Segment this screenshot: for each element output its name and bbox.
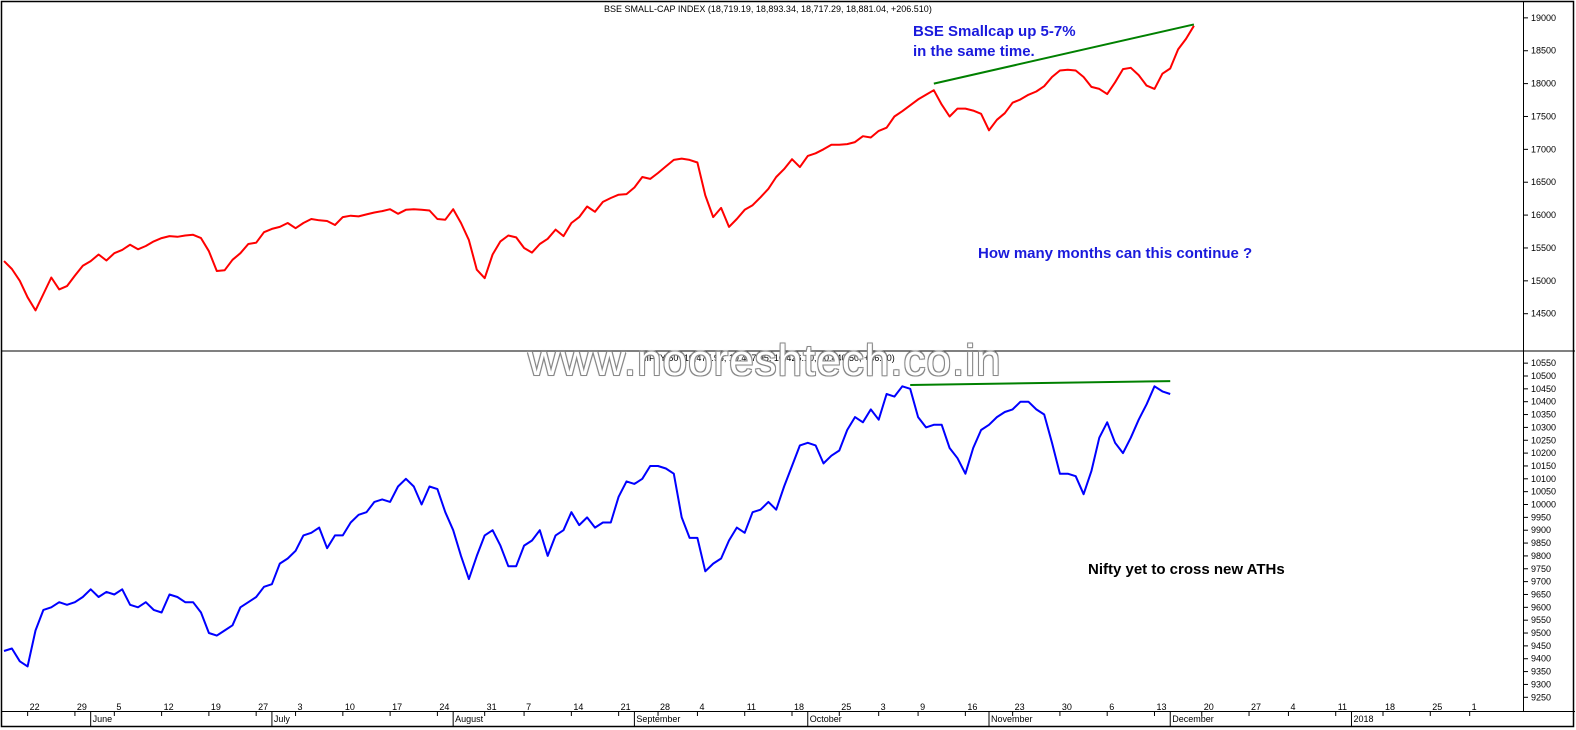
x-day-label: 23 [1015, 702, 1025, 712]
y-tick-label: 17000 [1531, 144, 1556, 154]
x-day-label: 17 [392, 702, 402, 712]
y-tick-label: 9300 [1531, 679, 1551, 689]
y-tick-label: 10100 [1531, 474, 1556, 484]
y-tick-label: 9750 [1531, 564, 1551, 574]
x-day-label: 3 [881, 702, 886, 712]
y-tick-label: 16500 [1531, 177, 1556, 187]
x-day-label: 22 [30, 702, 40, 712]
x-day-label: 27 [258, 702, 268, 712]
y-tick-label: 10450 [1531, 384, 1556, 394]
x-day-label: 25 [841, 702, 851, 712]
y-tick-label: 18500 [1531, 46, 1556, 56]
x-axis: 22 29 5 12 19 27 3 10 17 24 31 7 14 21 28 4 11 18 25 3 9 16 23… [27, 702, 1477, 726]
top-chart-title: BSE SMALL-CAP INDEX (18,719.19, 18,893.3… [604, 4, 932, 14]
x-day-label: 31 [487, 702, 497, 712]
y-tick-label: 18000 [1531, 79, 1556, 89]
top-y-axis: 14500 15000 15500 16000 16500 17000 17500 18000… [1523, 13, 1556, 319]
y-tick-label: 9850 [1531, 538, 1551, 548]
y-tick-label: 9500 [1531, 628, 1551, 638]
y-tick-label: 9700 [1531, 577, 1551, 587]
y-tick-label: 10500 [1531, 371, 1556, 381]
y-tick-label: 10050 [1531, 487, 1556, 497]
y-tick-label: 9400 [1531, 654, 1551, 664]
y-tick-label: 9800 [1531, 551, 1551, 561]
annotation-nifty: Nifty yet to cross new ATHs [1088, 561, 1285, 578]
x-day-label: 13 [1156, 702, 1166, 712]
x-day-label: 19 [211, 702, 221, 712]
annotation-question: How many months can this continue ? [978, 245, 1253, 262]
x-day-label: 12 [164, 702, 174, 712]
nifty-price-line [3, 385, 1171, 668]
y-tick-label: 9600 [1531, 602, 1551, 612]
bse-price-line [3, 25, 1195, 312]
y-tick-label: 9550 [1531, 615, 1551, 625]
x-month-label: 2018 [1353, 714, 1373, 724]
x-day-label: 10 [345, 702, 355, 712]
x-day-label: 20 [1204, 702, 1214, 712]
x-day-label: 1 [1472, 702, 1477, 712]
y-tick-label: 9900 [1531, 525, 1551, 535]
x-day-label: 4 [699, 702, 704, 712]
x-month-label: June [93, 714, 113, 724]
y-tick-label: 10300 [1531, 422, 1556, 432]
y-tick-label: 15500 [1531, 243, 1556, 253]
bse-trendline [933, 23, 1195, 85]
y-tick-label: 10250 [1531, 435, 1556, 445]
y-tick-label: 10400 [1531, 397, 1556, 407]
x-day-label: 16 [967, 702, 977, 712]
nifty-series [3, 380, 1171, 668]
y-tick-label: 9650 [1531, 589, 1551, 599]
x-day-label: 30 [1062, 702, 1072, 712]
y-tick-label: 10000 [1531, 500, 1556, 510]
x-month-label: December [1172, 714, 1214, 724]
bottom-chart-title: NIFTY 50 (10,477.95, 10,477.95, 10,426.1… [640, 353, 895, 363]
x-day-label: 7 [526, 702, 531, 712]
x-day-label: 14 [573, 702, 583, 712]
x-day-label: 27 [1251, 702, 1261, 712]
annotation-bse-line2: in the same time. [913, 43, 1035, 60]
x-day-label: 25 [1432, 702, 1442, 712]
x-day-label: 11 [1338, 702, 1347, 712]
y-tick-label: 10550 [1531, 358, 1556, 368]
x-day-label: 6 [1109, 702, 1114, 712]
nifty-trendline [910, 380, 1171, 386]
y-tick-label: 10200 [1531, 448, 1556, 458]
bottom-y-axis: 9250 9300 9350 9400 9450 9500 9550 9600 9650 9700… [1523, 358, 1556, 702]
x-month-label: September [636, 714, 680, 724]
x-day-label: 11 [747, 702, 756, 712]
y-tick-label: 19000 [1531, 13, 1556, 23]
y-tick-label: 17500 [1531, 111, 1556, 121]
x-day-label: 28 [660, 702, 670, 712]
x-month-label: October [810, 714, 842, 724]
x-day-label: 9 [920, 702, 925, 712]
x-day-label: 3 [298, 702, 303, 712]
x-day-label: 29 [77, 702, 87, 712]
watermark: www.nooreshtech.co.in [528, 336, 1002, 385]
y-tick-label: 9950 [1531, 512, 1551, 522]
y-tick-label: 9350 [1531, 667, 1551, 677]
y-tick-label: 10350 [1531, 410, 1556, 420]
y-tick-label: 9450 [1531, 641, 1551, 651]
y-tick-label: 9250 [1531, 692, 1551, 702]
x-day-label: 24 [439, 702, 449, 712]
x-day-label: 18 [1385, 702, 1395, 712]
y-tick-label: 14500 [1531, 309, 1556, 319]
x-month-label: November [991, 714, 1033, 724]
y-tick-label: 16000 [1531, 210, 1556, 220]
bse-smallcap-series [3, 23, 1195, 312]
x-month-label: August [455, 714, 484, 724]
x-day-label: 18 [794, 702, 804, 712]
y-tick-label: 15000 [1531, 276, 1556, 286]
x-day-label: 5 [116, 702, 121, 712]
x-day-label: 4 [1290, 702, 1295, 712]
y-tick-label: 10150 [1531, 461, 1556, 471]
annotation-bse-line1: BSE Smallcap up 5-7% [913, 23, 1076, 40]
x-day-label: 21 [621, 702, 631, 712]
x-month-label: July [274, 714, 291, 724]
